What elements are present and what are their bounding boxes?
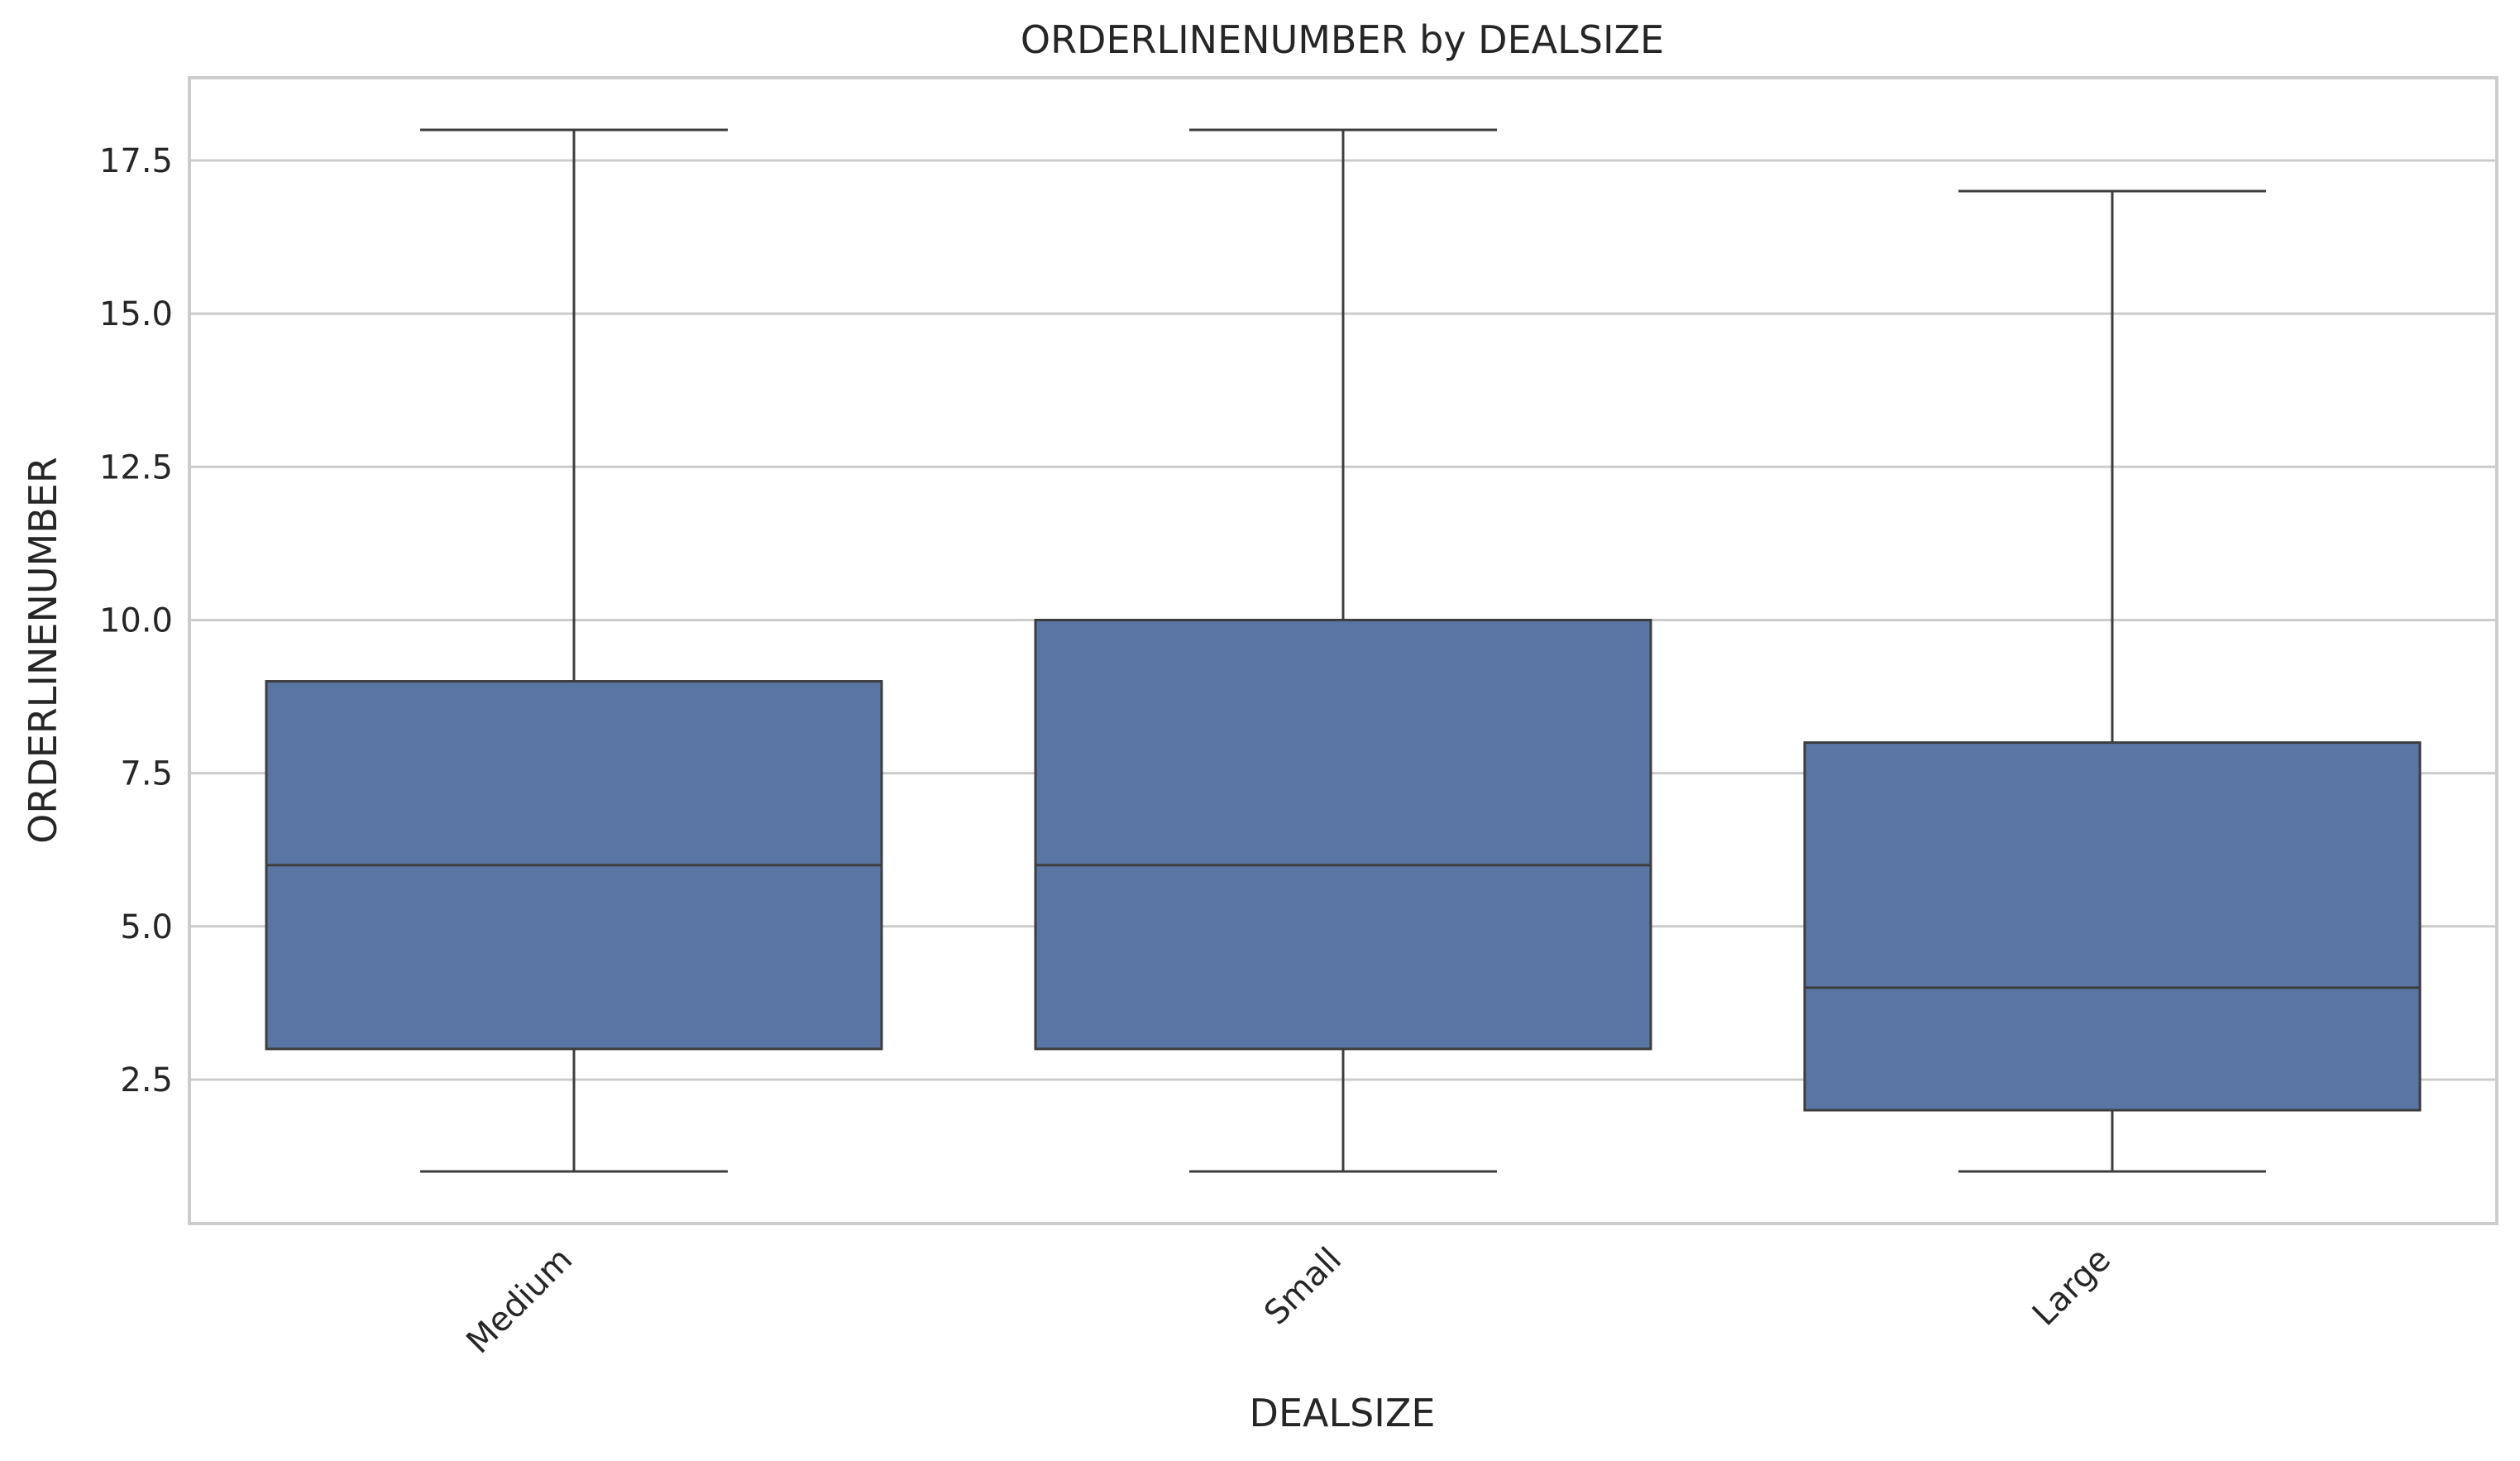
box-large: [1803, 189, 2422, 1173]
y-axis-label: ORDERLINENUMBER: [21, 457, 65, 844]
y-tick-label: 7.5: [120, 755, 173, 793]
box-small: [1034, 128, 1652, 1173]
plot-frame: [188, 76, 2498, 1225]
y-tick-label: 12.5: [99, 448, 173, 486]
box-plots: [265, 128, 2422, 1173]
box-medium: [265, 128, 883, 1173]
y-tick-label: 5.0: [120, 908, 173, 946]
x-tick-label: Medium: [459, 1241, 580, 1362]
x-tick-labels: Medium Small Large: [459, 1241, 2118, 1362]
iqr-box: [1803, 741, 2422, 1112]
y-tick-label: 2.5: [120, 1061, 173, 1099]
x-tick-label: Small: [1257, 1241, 1349, 1333]
x-tick-label: Large: [2025, 1241, 2118, 1334]
iqr-box: [1034, 618, 1652, 1051]
y-tick-label: 15.0: [99, 295, 173, 333]
chart-title: ORDERLINENUMBER by DEALSIZE: [1021, 17, 1664, 62]
y-tick-label: 10.0: [99, 601, 173, 639]
y-tick-labels: 2.5 5.0 7.5 10.0 12.5 15.0 17.5: [99, 142, 173, 1099]
y-tick-label: 17.5: [99, 142, 173, 180]
x-axis-label: DEALSIZE: [1250, 1391, 1436, 1435]
